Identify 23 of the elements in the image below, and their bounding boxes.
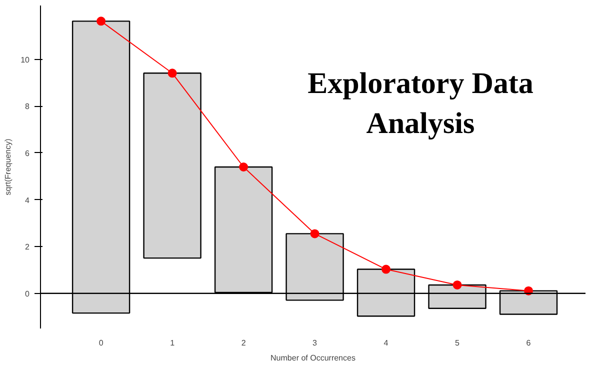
y-tick-label: 0 [25, 289, 30, 298]
x-axis-title: Number of Occurrences [270, 354, 356, 362]
point [452, 280, 462, 290]
x-tick-label: 1 [170, 338, 176, 348]
point [96, 16, 106, 26]
x-tick-label: 2 [241, 338, 246, 348]
x-tick-label: 5 [455, 338, 460, 348]
y-tick-label: 10 [20, 55, 30, 64]
y-tick-label: 6 [25, 148, 30, 158]
point [310, 229, 320, 238]
point [168, 68, 177, 78]
x-tick-label: 0 [98, 338, 104, 348]
y-tick-label: 2 [25, 242, 30, 252]
x-tick-label: 4 [384, 338, 389, 348]
y-tick-label: 8 [25, 102, 30, 112]
y-tick-label: 4 [25, 196, 30, 205]
point [382, 264, 391, 274]
text: Exploratory Data Analysis [308, 67, 534, 140]
x-tick-label: 6 [526, 338, 532, 348]
bar [143, 72, 202, 259]
y-axis-title: sqrt(Frequency) [4, 138, 13, 196]
x-tick-label: 3 [312, 338, 318, 348]
point [239, 162, 248, 172]
